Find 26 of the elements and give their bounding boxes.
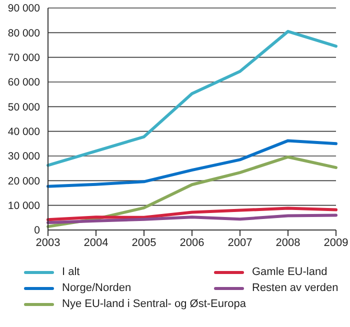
x-tick-label: 2003	[36, 236, 60, 249]
legend-label: Resten av verden	[252, 282, 338, 294]
line-series	[46, 214, 338, 224]
y-tick-label: 30 000	[8, 150, 40, 163]
x-tick-label: 2008	[276, 236, 300, 249]
y-tick-label: 20 000	[8, 175, 40, 188]
legend-label: Gamle EU-land	[252, 266, 328, 278]
x-tick-label: 2005	[132, 236, 156, 249]
line-series	[46, 139, 338, 188]
legend-label: I alt	[62, 266, 80, 278]
legend-label: Norge/Norden	[62, 282, 132, 294]
y-tick-label: 80 000	[8, 27, 40, 40]
x-tick-label: 2006	[180, 236, 204, 249]
y-tick-label: 60 000	[8, 76, 40, 89]
y-tick-label: 50 000	[8, 101, 40, 114]
y-tick-label: 90 000	[8, 2, 40, 15]
y-tick-label: 40 000	[8, 126, 40, 138]
line-series	[46, 30, 338, 167]
legend-label: Nye EU-land i Sentral- og Øst-Europa	[62, 298, 246, 310]
x-tick-label: 2007	[228, 236, 252, 249]
x-tick-label: 2009	[324, 236, 348, 249]
y-tick-label: 0	[34, 224, 40, 237]
line-series	[46, 206, 338, 222]
y-tick-label: 70 000	[8, 52, 40, 64]
y-tick-label: 10 000	[8, 200, 40, 212]
x-tick-label: 2004	[84, 236, 108, 249]
